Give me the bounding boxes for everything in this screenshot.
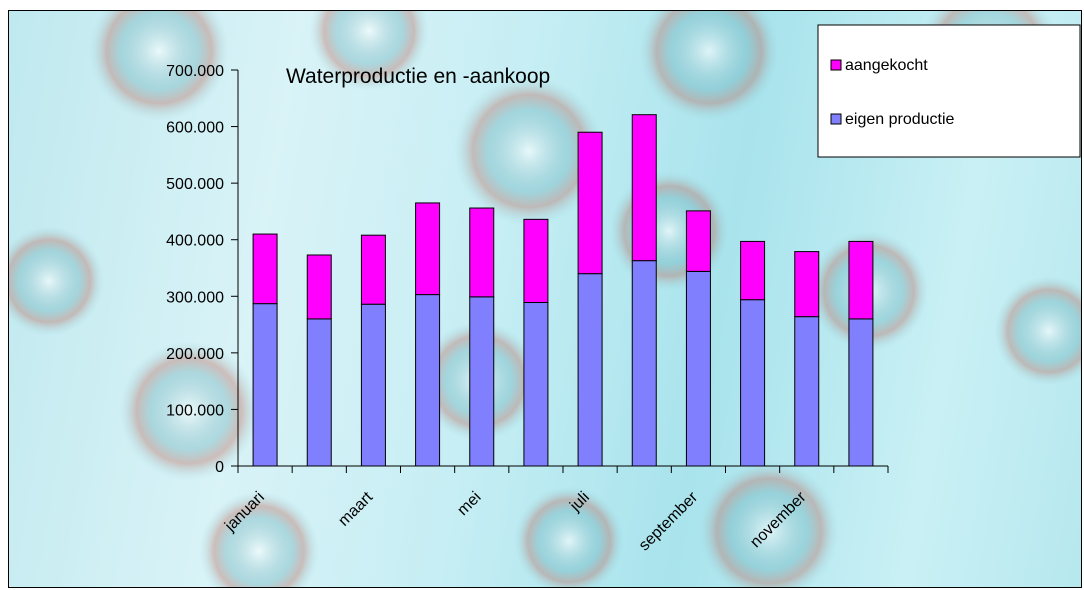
bar-aangekocht-februari[interactable] [306, 254, 332, 320]
legend-box [817, 24, 1081, 158]
water-drop [454, 76, 604, 226]
bar-eigen-productie-juli[interactable] [577, 273, 603, 467]
water-drop [994, 276, 1081, 386]
bar-eigen-productie-mei[interactable] [469, 296, 495, 467]
y-tick-label: 600.000 [166, 120, 224, 137]
legend-swatch [830, 59, 842, 71]
water-drop [9, 226, 104, 336]
bar-eigen-productie-augustus[interactable] [631, 260, 657, 467]
x-tick-label: mei [454, 489, 484, 519]
bar-aangekocht-juli[interactable] [577, 131, 603, 275]
water-drop [699, 461, 839, 587]
bar-aangekocht-augustus[interactable] [631, 114, 657, 262]
y-tick-label: 100.000 [166, 402, 224, 419]
bar-eigen-productie-oktober[interactable] [740, 299, 766, 467]
y-tick-label: 500.000 [166, 176, 224, 193]
water-drop [89, 11, 229, 121]
y-tick-label: 300.000 [166, 289, 224, 306]
bar-aangekocht-september[interactable] [685, 210, 711, 272]
bar-aangekocht-november[interactable] [794, 251, 820, 318]
water-drop [309, 11, 429, 91]
legend-label: eigen productie [845, 111, 955, 128]
bar-chart: 0 100.000 200.000 300.000 400.000 500.000 600.… [9, 11, 1081, 587]
bar-eigen-productie-februari[interactable] [306, 318, 332, 467]
bar-eigen-productie-december[interactable] [848, 318, 874, 467]
x-tick-label: maart [335, 488, 376, 529]
chart-area: 0 100.000 200.000 300.000 400.000 500.000 600.… [8, 10, 1082, 588]
bar-aangekocht-maart[interactable] [360, 234, 386, 305]
legend-label: aangekocht [845, 57, 928, 74]
bar-eigen-productie-maart[interactable] [360, 303, 386, 467]
water-drop [199, 491, 319, 587]
bar-eigen-productie-juni[interactable] [523, 302, 549, 467]
bar-eigen-productie-januari[interactable] [252, 303, 278, 467]
bar-eigen-productie-april[interactable] [415, 294, 441, 467]
legend-swatch [830, 113, 842, 125]
y-tick-label: 400.000 [166, 233, 224, 250]
bar-eigen-productie-november[interactable] [794, 316, 820, 467]
chart-title: Waterproductie en -aankoop [286, 65, 550, 88]
water-drop [119, 341, 259, 481]
water-drop [609, 171, 729, 291]
y-tick-label: 700.000 [166, 63, 224, 80]
bar-aangekocht-april[interactable] [415, 202, 441, 296]
y-tick-label: 200.000 [166, 346, 224, 363]
water-drop [639, 11, 779, 121]
water-drop [514, 486, 624, 587]
y-tick-label: 0 [215, 459, 224, 476]
legend: aangekocht eigen productie [817, 24, 1081, 158]
bar-aangekocht-december[interactable] [848, 240, 874, 320]
x-tick-label: september [636, 488, 702, 554]
bar-eigen-productie-september[interactable] [685, 270, 711, 467]
bar-aangekocht-juni[interactable] [523, 218, 549, 304]
bar-aangekocht-oktober[interactable] [740, 240, 766, 301]
bar-aangekocht-mei[interactable] [469, 207, 495, 298]
bar-aangekocht-januari[interactable] [252, 233, 278, 305]
